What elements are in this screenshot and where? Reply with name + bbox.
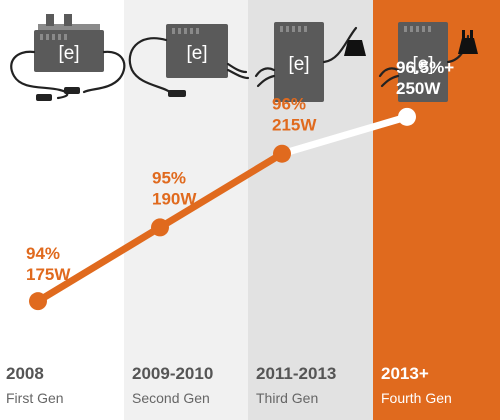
device-fin bbox=[422, 26, 425, 32]
device-fin bbox=[428, 26, 431, 32]
generation-label: First Gen bbox=[6, 390, 64, 406]
device-body bbox=[34, 30, 104, 72]
generation-label: Fourth Gen bbox=[381, 390, 452, 406]
device-logo: [e] bbox=[412, 54, 433, 75]
data-label-power: 175W bbox=[26, 265, 71, 284]
device-fin bbox=[64, 34, 67, 40]
microinverter-gen3-icon: [e] bbox=[254, 22, 366, 102]
device-logo: [e] bbox=[186, 43, 207, 64]
microinverter-gen2-icon: [e] bbox=[128, 24, 250, 97]
data-point bbox=[398, 107, 416, 126]
series-line-segment bbox=[281, 113, 408, 158]
device-body bbox=[274, 22, 324, 102]
device-fin bbox=[46, 34, 49, 40]
data-label-percent: 96% bbox=[272, 95, 306, 114]
device-connector bbox=[64, 14, 72, 26]
device-fin bbox=[190, 28, 193, 34]
device-fin bbox=[298, 26, 301, 32]
generation-label: Second Gen bbox=[132, 390, 210, 406]
device-fin bbox=[178, 28, 181, 34]
data-label-percent: 95% bbox=[152, 168, 186, 187]
ac-plug bbox=[344, 40, 366, 56]
device-fin bbox=[172, 28, 175, 34]
year-label: 2009-2010 bbox=[132, 364, 213, 383]
series-line-segment bbox=[158, 150, 284, 231]
ac-plug bbox=[458, 38, 478, 54]
device-fin bbox=[410, 26, 413, 32]
data-label-power: 190W bbox=[152, 189, 197, 208]
device-fin bbox=[184, 28, 187, 34]
data-label-power: 215W bbox=[272, 116, 317, 135]
device-fin bbox=[304, 26, 307, 32]
device-logo: [e] bbox=[288, 54, 309, 75]
device-logo: [e] bbox=[58, 43, 79, 64]
microinverter-gen4-icon: [e] bbox=[378, 22, 478, 102]
year-label: 2008 bbox=[6, 364, 44, 383]
device-fin bbox=[52, 34, 55, 40]
microinverter-gen1-icon: [e] bbox=[10, 14, 126, 101]
device-body bbox=[398, 22, 448, 102]
cable-plug bbox=[64, 87, 80, 94]
data-point bbox=[151, 218, 169, 237]
plug-prong bbox=[470, 30, 473, 38]
year-label: 2013+ bbox=[381, 364, 429, 383]
data-point bbox=[273, 144, 291, 163]
device-fin bbox=[416, 26, 419, 32]
device-fin bbox=[40, 34, 43, 40]
device-body bbox=[166, 24, 228, 78]
cable-plug bbox=[168, 90, 186, 97]
device-connector bbox=[46, 14, 54, 26]
data-label-percent: 94% bbox=[26, 244, 60, 263]
year-label: 2011-2013 bbox=[256, 364, 336, 383]
plug-prong bbox=[462, 30, 465, 38]
device-fin bbox=[292, 26, 295, 32]
device-fin bbox=[58, 34, 61, 40]
data-label-power: 250W bbox=[396, 79, 441, 98]
cable-plug bbox=[36, 94, 52, 101]
data-label-percent: 96.5%+ bbox=[396, 58, 454, 77]
data-point bbox=[29, 292, 47, 311]
device-fin bbox=[196, 28, 199, 34]
device-fin bbox=[286, 26, 289, 32]
generation-label: Third Gen bbox=[256, 390, 318, 406]
series-line-segment bbox=[36, 224, 162, 305]
device-fin bbox=[404, 26, 407, 32]
device-fin bbox=[280, 26, 283, 32]
